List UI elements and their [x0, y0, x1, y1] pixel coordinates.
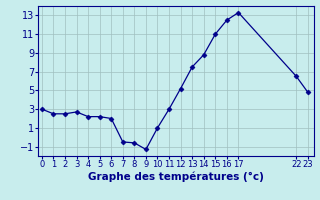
X-axis label: Graphe des températures (°c): Graphe des températures (°c) — [88, 172, 264, 182]
